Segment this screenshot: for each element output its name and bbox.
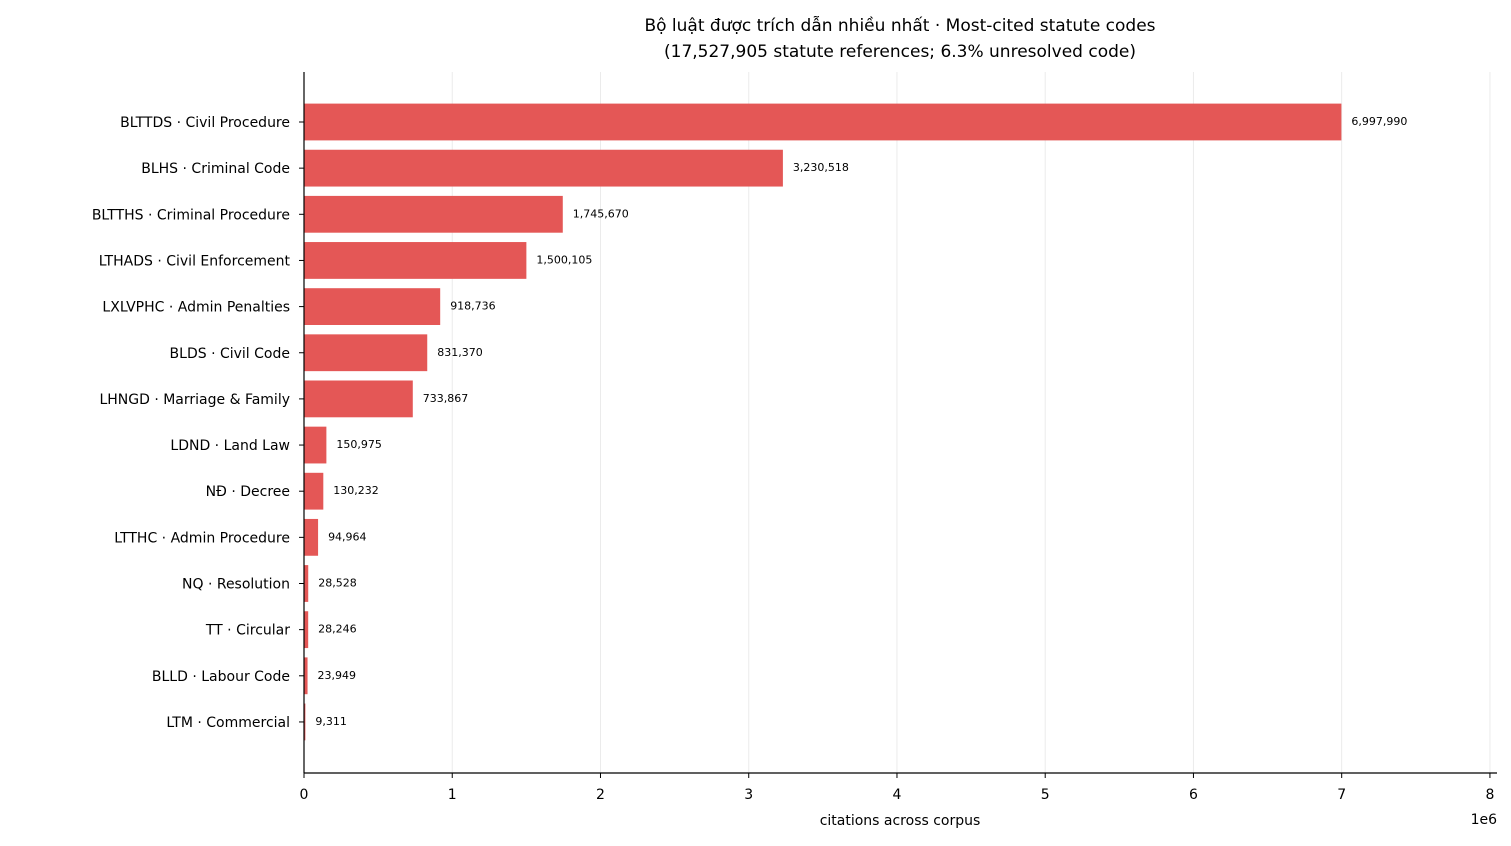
value-label: 733,867 xyxy=(423,392,469,405)
x-tick-label: 3 xyxy=(744,787,753,803)
bar xyxy=(304,611,309,649)
x-tick-label: 4 xyxy=(893,787,902,803)
y-tick-label: NQ · Resolution xyxy=(182,577,290,593)
x-tick-label: 1 xyxy=(448,787,457,803)
y-tick-label: LTHADS · Civil Enforcement xyxy=(99,253,291,269)
y-tick-label: BLTTHS · Criminal Procedure xyxy=(92,207,290,223)
value-label: 9,311 xyxy=(315,715,347,728)
x-tick-label: 2 xyxy=(596,787,605,803)
y-tick-label: BLLD · Labour Code xyxy=(152,669,290,685)
value-label: 1,745,670 xyxy=(573,207,629,220)
bar xyxy=(304,380,413,418)
value-label: 1,500,105 xyxy=(536,253,592,266)
y-tick-label: LTTHC · Admin Procedure xyxy=(114,530,290,546)
bar xyxy=(304,242,527,279)
bar xyxy=(304,518,319,556)
y-tick-label: LXLVPHC · Admin Penalties xyxy=(102,300,290,316)
x-tick-label: 8 xyxy=(1485,787,1494,803)
chart-title: Bộ luật được trích dẫn nhiều nhất · Most… xyxy=(644,15,1155,36)
chart-subtitle: (17,527,905 statute references; 6.3% unr… xyxy=(664,42,1136,62)
value-label: 831,370 xyxy=(437,346,483,359)
value-label: 918,736 xyxy=(450,300,496,313)
x-tick-label: 7 xyxy=(1337,787,1346,803)
bar xyxy=(304,703,306,741)
x-axis-label: citations across corpus xyxy=(820,813,981,829)
value-label: 94,964 xyxy=(328,530,367,543)
bar xyxy=(304,103,1342,141)
value-label: 6,997,990 xyxy=(1351,115,1407,128)
value-label: 3,230,518 xyxy=(793,161,849,174)
y-tick-label: NĐ · Decree xyxy=(206,484,290,500)
y-tick-label: LTM · Commercial xyxy=(166,715,290,731)
y-tick-label: LHNGD · Marriage & Family xyxy=(99,392,290,408)
value-label: 28,528 xyxy=(318,577,357,590)
x-tick-label: 6 xyxy=(1189,787,1198,803)
bar xyxy=(304,657,308,695)
y-tick-label: BLTTDS · Civil Procedure xyxy=(120,115,290,131)
bar xyxy=(304,472,324,510)
bar xyxy=(304,149,783,187)
value-label: 28,246 xyxy=(318,623,357,636)
value-label: 150,975 xyxy=(336,438,382,451)
x-tick-label: 5 xyxy=(1041,787,1050,803)
bar xyxy=(304,288,441,325)
x-offset-label: 1e6 xyxy=(1471,812,1498,828)
bar xyxy=(304,334,428,372)
y-tick-label: LDND · Land Law xyxy=(170,438,290,454)
bar xyxy=(304,426,327,464)
x-tick-label: 0 xyxy=(300,787,309,803)
y-tick-label: BLDS · Civil Code xyxy=(170,346,290,362)
bar xyxy=(304,195,563,233)
y-tick-label: TT · Circular xyxy=(205,623,290,639)
y-tick-label: BLHS · Criminal Code xyxy=(141,161,290,177)
value-label: 23,949 xyxy=(318,669,357,682)
value-label: 130,232 xyxy=(333,484,379,497)
bar xyxy=(304,565,309,602)
